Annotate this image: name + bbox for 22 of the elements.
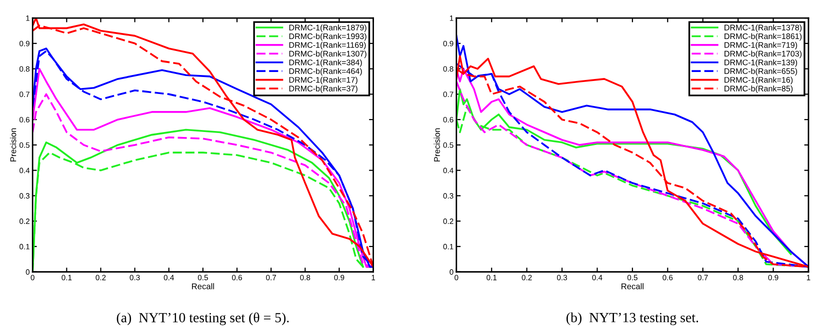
legend-label: DRMC-1(Rank=1879) (289, 24, 366, 32)
text: (a) NYT’10 testing set (θ = 5). (116, 312, 289, 326)
legend-label: DRMC-1(Rank=1378) (724, 24, 802, 32)
legend-label: DRMC-b(Rank=1993) (289, 33, 366, 41)
legend-label: DRMC-b(Rank=1307) (289, 50, 366, 58)
x-axis-title: Recall (192, 283, 214, 290)
legend-label: DRMC-b(Rank=464) (289, 68, 362, 76)
legend-label: DRMC-1(Rank=139) (724, 59, 798, 67)
legend-label: DRMC-b(Rank=655) (724, 68, 798, 76)
legend-label: DRMC-1(Rank=719) (724, 42, 798, 50)
y-axis-title: Precision (10, 128, 16, 162)
legend-label: DRMC-b(Rank=1703) (724, 50, 802, 58)
legend-label: DRMC-b(Rank=1861) (724, 33, 802, 41)
legend-label: DRMC-1(Rank=1169) (289, 42, 366, 50)
x-axis-title: Recall (622, 283, 644, 290)
legend-label: DRMC-1(Rank=17) (289, 76, 358, 84)
legend-label: DRMC-1(Rank=384) (289, 59, 362, 67)
legend-label: DRMC-1(Rank=16) (724, 76, 793, 84)
legend-label: DRMC-b(Rank=85) (724, 86, 793, 94)
y-axis-title: Precision (434, 128, 440, 162)
legend-label: DRMC-b(Rank=37) (289, 86, 358, 94)
text: (b) NYT’13 testing set. (566, 312, 698, 326)
